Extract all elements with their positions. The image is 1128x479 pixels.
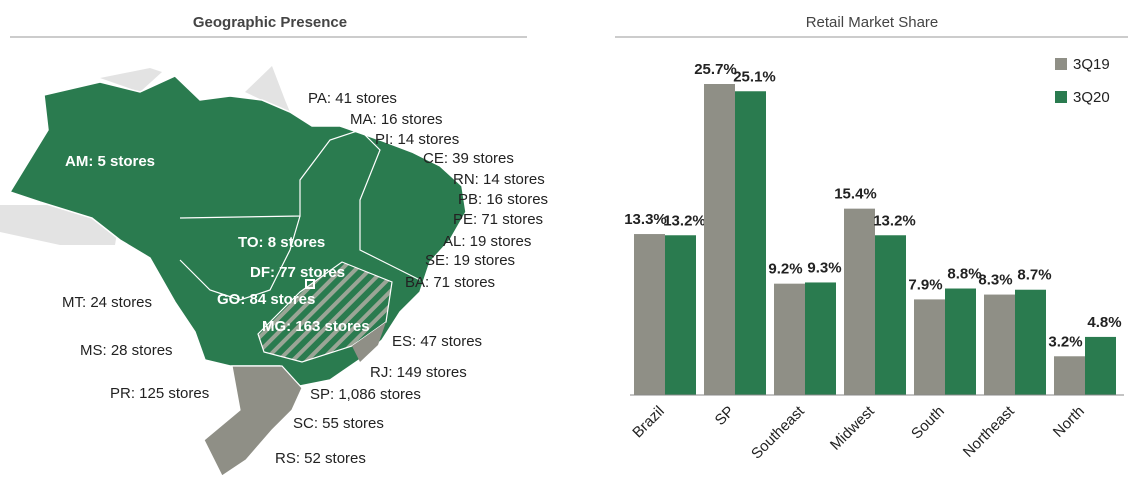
value-label: 9.3%: [807, 259, 841, 276]
map-label: AM: 5 stores: [65, 153, 155, 170]
neighbor: [100, 68, 162, 92]
map-label: PB: 16 stores: [458, 191, 548, 208]
map-label: DF: 77 stores: [250, 264, 345, 281]
value-label: 8.8%: [947, 266, 981, 283]
rj-region: [352, 322, 386, 362]
state-border: [179, 129, 421, 281]
bar: [704, 84, 735, 395]
legend-swatch: [1055, 91, 1067, 103]
value-label: 25.7%: [694, 61, 737, 78]
map-label: CE: 39 stores: [423, 150, 514, 167]
x-tick-label: SP: [712, 403, 738, 429]
map-label: RS: 52 stores: [275, 450, 366, 467]
x-tick-label: Northeast: [960, 402, 1019, 461]
map-label: MA: 16 stores: [350, 111, 443, 128]
legend-swatch: [1055, 58, 1067, 70]
legend-label: 3Q20: [1073, 89, 1110, 106]
map-label: MS: 28 stores: [80, 342, 173, 359]
map: [0, 66, 467, 477]
map-label: BA: 71 stores: [405, 274, 495, 291]
map-label: PE: 71 stores: [453, 211, 543, 228]
map-label: MT: 24 stores: [62, 294, 152, 311]
map-label: RN: 14 stores: [453, 171, 545, 188]
bar: [945, 288, 976, 395]
map-label: AL: 19 stores: [443, 233, 531, 250]
value-label: 8.7%: [1017, 267, 1051, 284]
bar: [1054, 356, 1085, 395]
map-label: SC: 55 stores: [293, 415, 384, 432]
value-label: 25.1%: [733, 68, 776, 85]
x-tick-label: Southeast: [748, 402, 808, 462]
df-marker: [305, 279, 315, 289]
bar: [914, 299, 945, 395]
bar: [634, 234, 665, 395]
value-label: 4.8%: [1087, 314, 1121, 331]
map-title: Geographic Presence: [193, 14, 347, 31]
map-label: SP: 1,086 stores: [310, 386, 421, 403]
x-tick-label: Midwest: [827, 402, 879, 454]
bar: [735, 91, 766, 395]
bar: [665, 235, 696, 395]
x-tick-label: South: [908, 403, 948, 443]
bar: [1015, 289, 1046, 395]
value-label: 13.3%: [624, 211, 667, 228]
map-label: TO: 8 stores: [238, 234, 325, 251]
x-tick-label: North: [1050, 403, 1088, 441]
map-outer-labels: PA: 41 stores MA: 16 stores PI: 14 stores C…: [62, 90, 548, 467]
state-border: [179, 215, 301, 301]
map-label: PR: 125 stores: [110, 385, 209, 402]
x-tick-label: Brazil: [629, 403, 668, 442]
bar: [774, 283, 805, 395]
south-region: [203, 365, 303, 477]
value-label: 7.9%: [908, 276, 942, 293]
value-label: 3.2%: [1048, 333, 1082, 350]
bar: [805, 282, 836, 395]
bar: [875, 235, 906, 395]
map-label: MG: 163 stores: [262, 318, 370, 335]
neighbor: [245, 66, 290, 112]
legend-label: 3Q19: [1073, 56, 1110, 73]
map-label: RJ: 149 stores: [370, 364, 467, 381]
map-label: PA: 41 stores: [308, 90, 397, 107]
map-label: GO: 84 stores: [217, 291, 315, 308]
value-label: 13.2%: [663, 212, 706, 229]
map-label: SE: 19 stores: [425, 252, 515, 269]
value-label: 8.3%: [978, 272, 1012, 289]
value-label: 15.4%: [834, 186, 877, 203]
value-label: 13.2%: [873, 212, 916, 229]
map-label: ES: 47 stores: [392, 333, 482, 350]
chart-title: Retail Market Share: [806, 14, 939, 31]
map-inner-labels: AM: 5 stores TO: 8 stores DF: 77 stores GO:…: [65, 153, 370, 335]
bar: [984, 294, 1015, 395]
bar: [1085, 336, 1116, 395]
bar: [844, 208, 875, 395]
map-label: PI: 14 stores: [375, 131, 459, 148]
value-label: 9.2%: [768, 261, 802, 278]
